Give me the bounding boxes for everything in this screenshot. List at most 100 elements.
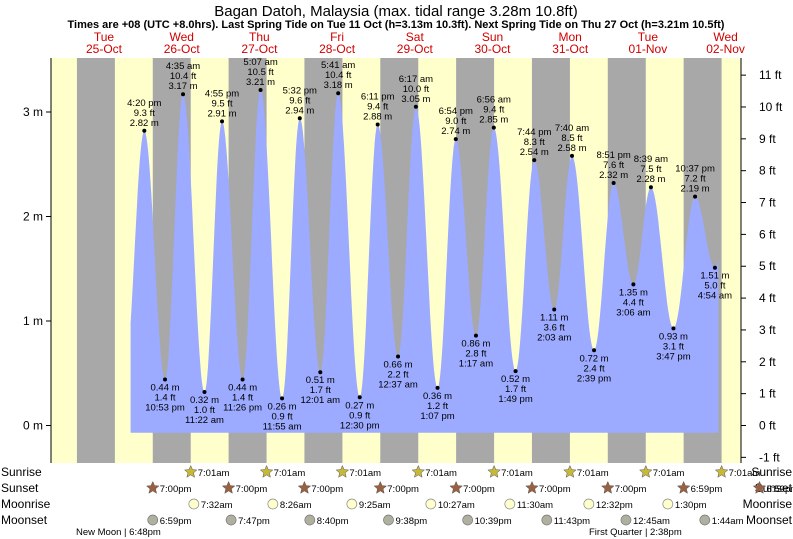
sunset-icon (145, 480, 160, 494)
tide-ft-label: 10.4 ft (170, 71, 197, 82)
sunset-icon (600, 480, 615, 494)
day-date-label: 02-Nov (706, 42, 745, 56)
day-weekday-label: Tue (94, 30, 115, 44)
astro-rows: Sunrise Sunrise Sunset Sunset Moonrise Moonri… (1, 464, 793, 538)
row-label-right: Moonset (746, 513, 793, 527)
tide-ft-label: 1.2 ft (427, 401, 448, 412)
first-quarter-label: First Quarter | 2:38pm (589, 527, 682, 538)
tide-point (592, 348, 597, 353)
left-tick-label: 3 m (23, 105, 43, 119)
moonset-icon (147, 514, 159, 526)
tide-m-label: 2.74 m (441, 126, 470, 137)
moonset-time: 6:59pm (160, 516, 192, 527)
tide-m-label: 2.32 m (599, 170, 628, 181)
row-label-left: Moonset (1, 513, 48, 527)
tide-point (142, 128, 147, 133)
tide-ft-label: 0.9 ft (349, 410, 370, 421)
tide-curve-area (130, 90, 719, 433)
tide-ft-label: 1.7 ft (310, 385, 331, 396)
tide-point (163, 377, 168, 382)
sunset-time: 6:59pm (691, 484, 723, 495)
moonrise-icon (267, 498, 279, 510)
tide-ft-label: 9.4 ft (483, 105, 504, 116)
tide-point (552, 307, 557, 312)
tide-m-label: 2.94 m (285, 105, 314, 116)
sunset-time: 6:59pm (766, 484, 793, 495)
tide-time-label: 12:37 am (378, 380, 418, 391)
moonset-icon (225, 514, 237, 526)
day-weekday-label: Sat (406, 30, 425, 44)
tide-point (693, 194, 698, 199)
new-moon-label: New Moon | 6:48pm (76, 527, 161, 538)
tide-point (240, 377, 245, 382)
sunrise-time: 7:01am (501, 468, 533, 479)
moonrise-icon (662, 498, 674, 510)
tide-point (357, 395, 362, 400)
tide-ft-label: 3.1 ft (663, 341, 684, 352)
day-date-label: 01-Nov (629, 42, 668, 56)
right-tick-label: 10 ft (759, 100, 783, 114)
sunrise-time: 7:01am (198, 468, 230, 479)
tide-time-label: 11:55 am (263, 421, 302, 432)
chart-subtitle: Times are +08 (UTC +8.0hrs). Last Spring… (68, 19, 725, 31)
tide-m-label: 3.05 m (401, 94, 430, 105)
tide-point (318, 370, 323, 375)
moonrise-icon (346, 498, 358, 510)
tide-m-label: 0.51 m (306, 375, 335, 386)
tide-time-label: 11:22 am (185, 415, 224, 426)
tide-time-label: 4:20 pm (127, 98, 161, 109)
tide-ft-label: 10.4 ft (325, 70, 352, 81)
tide-point (569, 153, 574, 158)
sunset-icon (449, 480, 463, 494)
tide-m-label: 0.86 m (461, 339, 490, 350)
sunset-icon (676, 480, 691, 494)
tide-ft-label: 2.2 ft (387, 370, 408, 381)
moonrise-time: 12:32pm (596, 500, 633, 511)
sunset-time: 7:00pm (387, 484, 419, 495)
tide-m-label: 3.17 m (169, 81, 198, 92)
tide-m-label: 0.93 m (659, 331, 688, 342)
moonrise-icon (583, 498, 595, 510)
moonrise-icon (504, 498, 516, 510)
tide-time-label: 1:49 pm (498, 394, 532, 405)
tide-ft-label: 9.4 ft (367, 102, 388, 113)
day-weekday-label: Mon (559, 30, 582, 44)
right-tick-label: 9 ft (759, 132, 776, 146)
tide-m-label: 0.32 m (190, 395, 219, 406)
tide-time-label: 4:35 am (166, 61, 200, 72)
tide-ft-label: 1.4 ft (232, 393, 253, 404)
tide-point (375, 122, 380, 127)
sunset-time: 7:00pm (615, 484, 647, 495)
right-tick-label: 0 ft (759, 419, 776, 433)
tide-point (336, 91, 341, 96)
tide-point (671, 326, 676, 331)
moonrise-time: 9:25am (359, 500, 391, 511)
sunset-time: 7:00pm (236, 484, 268, 495)
tide-m-label: 0.52 m (501, 374, 530, 385)
tide-point (453, 137, 458, 142)
moonset-time: 11:43pm (554, 516, 590, 527)
right-tick-label: 5 ft (759, 259, 776, 273)
tide-m-label: 2.82 m (130, 118, 159, 129)
tide-m-label: 3.18 m (324, 80, 353, 91)
tide-m-label: 2.91 m (207, 108, 236, 119)
sunrise-time: 7:01am (653, 468, 685, 479)
sunset-icon (373, 480, 388, 494)
sunrise-icon (714, 464, 729, 478)
tide-m-label: 0.27 m (345, 400, 374, 411)
moonrise-time: 1:30pm (675, 500, 707, 511)
moonset-icon (383, 514, 394, 526)
tide-m-label: 2.54 m (520, 147, 549, 158)
row-label-right: Sunrise (751, 465, 792, 479)
moonset-icon (620, 514, 632, 526)
moonset-icon (462, 514, 473, 526)
tide-point (712, 265, 717, 270)
right-tick-label: 3 ft (759, 323, 776, 337)
tide-ft-label: 8.5 ft (561, 133, 582, 144)
tide-time-label: 5:41 am (321, 60, 355, 71)
moonset-time: 12:45am (633, 516, 670, 527)
moonset-time: 9:38pm (395, 516, 427, 527)
sunrise-time: 7:01am (729, 468, 761, 479)
day-date-label: 28-Oct (319, 42, 356, 56)
